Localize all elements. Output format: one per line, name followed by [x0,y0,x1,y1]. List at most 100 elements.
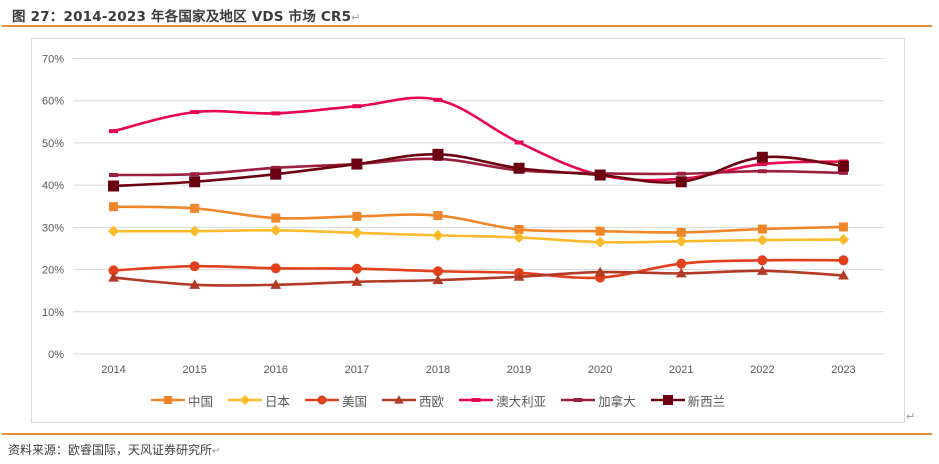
y-tick-label: 40% [42,180,64,192]
data-point [189,176,201,188]
x-tick-label: 2015 [182,364,206,376]
series-line-5 [112,157,845,177]
data-point [838,170,848,175]
return-mark: ↵ [351,11,361,24]
legend-item: 澳大利亚 [458,391,546,410]
x-tick-label: 2016 [264,364,288,376]
x-tick-label: 2019 [507,364,531,376]
source-text: 资料来源：欧睿国际，天风证券研究所 [8,443,213,457]
legend-item: 中国 [150,391,213,410]
data-point [351,263,362,274]
series-line-0 [112,205,845,234]
data-point [351,158,363,170]
data-point [756,234,768,246]
data-point [757,169,767,174]
data-point [270,279,282,289]
x-tick-label: 2023 [831,364,855,376]
data-point [271,111,281,116]
data-point [190,110,200,115]
data-point [107,225,120,237]
series-markers-3 [108,265,849,289]
legend-item: 美国 [304,391,367,410]
data-point [190,203,200,213]
legend-swatch [305,395,340,405]
data-point [351,276,363,286]
series-markers [107,97,850,289]
data-point [675,235,687,247]
x-tick-label: 2021 [669,364,693,376]
y-tick-label: 50% [42,138,64,150]
legend-label: 美国 [342,393,368,409]
data-point [270,224,282,236]
data-point [432,266,443,277]
legend-marker [394,395,404,404]
data-point [594,236,606,248]
y-tick-label: 30% [42,222,64,234]
data-point [594,266,606,277]
series-line-6 [112,153,845,188]
legend-marker [164,396,172,404]
data-point [757,255,768,266]
data-point [757,224,767,234]
series-markers-1 [107,224,850,248]
data-point [676,171,686,176]
return-mark: ↵ [212,446,221,457]
source-divider [2,433,932,435]
series-line-3 [112,269,845,287]
data-point [271,213,281,223]
legend-marker [317,395,327,405]
y-axis-ticks: 0% 10% 20% 30% 40% 50% 60% 70% [42,54,64,362]
data-point [352,104,362,109]
series-line-2 [112,258,845,280]
legend-marker [471,398,481,402]
data-point [189,261,200,272]
legend-label: 西欧 [419,393,445,409]
legend-label: 中国 [188,393,214,409]
data-point [108,265,119,276]
data-point [270,168,282,180]
series-line-4 [112,96,845,182]
chart-legend: 中国 日本 美国 西欧 澳大利亚 加拿大 新西兰 [150,390,739,410]
data-point [514,224,524,234]
data-point [838,255,849,266]
x-axis-ticks: 2014 2015 2016 2017 2018 2019 2020 2021 2022 2023 [101,364,855,376]
data-point [432,229,444,241]
legend-swatch [650,395,685,405]
data-point [352,211,362,221]
series-markers-6 [108,148,849,192]
data-point [837,234,850,246]
data-point [109,173,119,178]
y-tick-label: 0% [48,349,64,361]
data-point [190,172,200,177]
source-note: 资料来源：欧睿国际，天风证券研究所↵ [8,441,220,458]
legend-item: 新西兰 [650,391,726,410]
y-tick-label: 20% [42,265,64,277]
y-tick-label: 10% [42,307,64,319]
data-point [837,160,849,172]
legend-marker [662,395,673,405]
x-tick-label: 2020 [588,364,612,376]
series-lines [112,96,845,287]
data-point [271,165,281,170]
data-point [189,225,201,237]
legend-label: 新西兰 [687,393,726,409]
data-point [109,202,119,212]
data-point [108,272,119,282]
data-point [756,265,768,275]
legend-item: 日本 [227,391,290,410]
x-tick-label: 2017 [345,364,369,376]
data-point [433,211,443,221]
legend-item: 加拿大 [560,391,636,410]
legend-marker [573,398,583,402]
legend-swatch [459,398,494,402]
data-point [108,180,120,192]
data-point [594,169,606,181]
data-point [675,176,687,188]
legend-swatch [228,395,263,405]
data-point [432,274,444,285]
data-point [433,97,443,102]
legend-label: 加拿大 [598,393,636,409]
legend-item: 西欧 [381,391,444,410]
figure-title-text: 图 27：2014-2023 年各国家及地区 VDS 市场 CR5 [12,9,352,25]
